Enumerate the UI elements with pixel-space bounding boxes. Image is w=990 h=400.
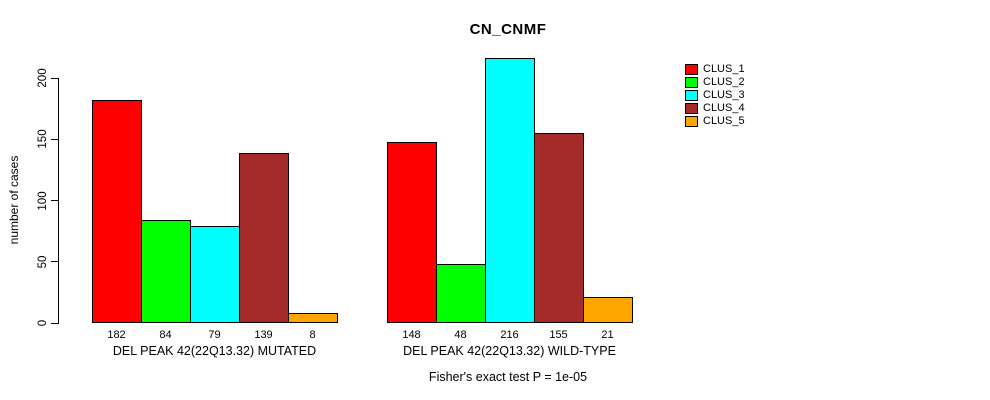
legend-swatch <box>685 90 698 101</box>
bar-clus_3-group2 <box>485 58 535 323</box>
bar-value-label: 84 <box>159 329 172 341</box>
y-axis-tick <box>51 261 58 263</box>
bar-clus_4-group2 <box>534 133 584 323</box>
y-axis-line <box>58 78 59 324</box>
bar-value-label: 216 <box>500 329 519 341</box>
bar-clus_4-group1 <box>239 153 289 323</box>
fisher-test-annotation: Fisher's exact test P = 1e-05 <box>428 370 588 384</box>
legend-item: CLUS_3 <box>685 90 745 101</box>
x-axis-group-label: DEL PEAK 42(22Q13.32) MUTATED <box>112 344 317 358</box>
legend-swatch <box>685 77 698 88</box>
bar-clus_5-group1 <box>288 313 338 323</box>
legend-item: CLUS_4 <box>685 103 745 114</box>
legend-label: CLUS_1 <box>703 63 745 75</box>
y-axis-tick <box>51 138 58 140</box>
y-axis-title: number of cases <box>7 155 21 245</box>
legend-swatch <box>685 116 698 127</box>
x-axis-group-label: DEL PEAK 42(22Q13.32) WILD-TYPE <box>403 344 616 358</box>
y-axis-tick <box>51 322 58 324</box>
legend-item: CLUS_1 <box>685 64 745 75</box>
y-axis-tick-label: 100 <box>37 190 49 211</box>
chart-title: CN_CNMF <box>469 21 547 38</box>
y-axis-tick <box>51 200 58 201</box>
bar-value-label: 155 <box>549 329 568 341</box>
y-axis-tick-label: 200 <box>37 68 49 88</box>
bar-clus_1-group1 <box>92 100 142 323</box>
y-axis-tick-label: 50 <box>37 255 49 269</box>
legend-item: CLUS_2 <box>685 77 745 88</box>
bar-clus_2-group1 <box>141 220 191 323</box>
legend-label: CLUS_5 <box>703 115 745 127</box>
bar-value-label: 21 <box>601 329 614 341</box>
legend-label: CLUS_4 <box>703 102 745 114</box>
legend-item: CLUS_5 <box>685 116 745 127</box>
legend-swatch <box>685 64 698 75</box>
y-axis-tick-label: 150 <box>37 129 49 149</box>
y-axis-tick-label: 0 <box>37 319 49 327</box>
bar-value-label: 8 <box>309 329 316 341</box>
bar-clus_1-group2 <box>387 142 437 323</box>
bar-value-label: 79 <box>208 329 221 341</box>
legend: CLUS_1 CLUS_2 CLUS_3 CLUS_4 CLUS_5 <box>685 64 745 127</box>
bar-value-label: 182 <box>107 329 126 341</box>
legend-label: CLUS_3 <box>703 89 745 101</box>
bar-value-label: 139 <box>254 329 273 341</box>
bar-clus_3-group1 <box>190 226 240 323</box>
y-axis-tick <box>51 77 58 79</box>
legend-label: CLUS_2 <box>703 76 745 88</box>
legend-swatch <box>685 103 698 114</box>
bar-clus_5-group2 <box>583 297 633 323</box>
bar-value-label: 148 <box>402 329 421 341</box>
bar-clus_2-group2 <box>436 264 486 323</box>
bar-value-label: 48 <box>454 329 467 341</box>
